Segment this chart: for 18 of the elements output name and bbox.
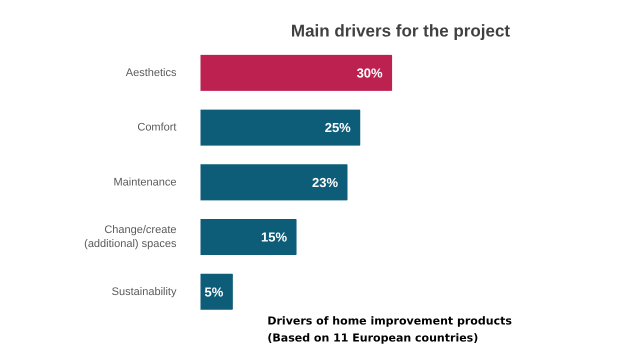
bar — [200, 54, 392, 91]
data-label: 30% — [356, 65, 384, 80]
data-label: 5% — [204, 284, 224, 300]
y-tick-label: Change/create (additional) spaces — [84, 224, 177, 250]
bar — [200, 219, 297, 256]
annotation: Drivers of home improvement products — [267, 314, 512, 328]
y-tick-label: Comfort — [137, 122, 177, 134]
y-tick-label: Sustainability — [112, 286, 177, 298]
chart-title: Main drivers for the project — [290, 22, 510, 40]
data-label: 15% — [261, 230, 288, 245]
data-label: 23% — [312, 174, 338, 190]
y-tick-label: Aesthetics — [126, 66, 177, 79]
bar — [200, 110, 360, 146]
bar — [200, 274, 233, 310]
data-label: 25% — [324, 120, 352, 136]
text: (Based on 11 European countries) — [267, 332, 478, 345]
bar — [200, 164, 348, 200]
y-tick-label: Maintenance — [114, 176, 177, 188]
